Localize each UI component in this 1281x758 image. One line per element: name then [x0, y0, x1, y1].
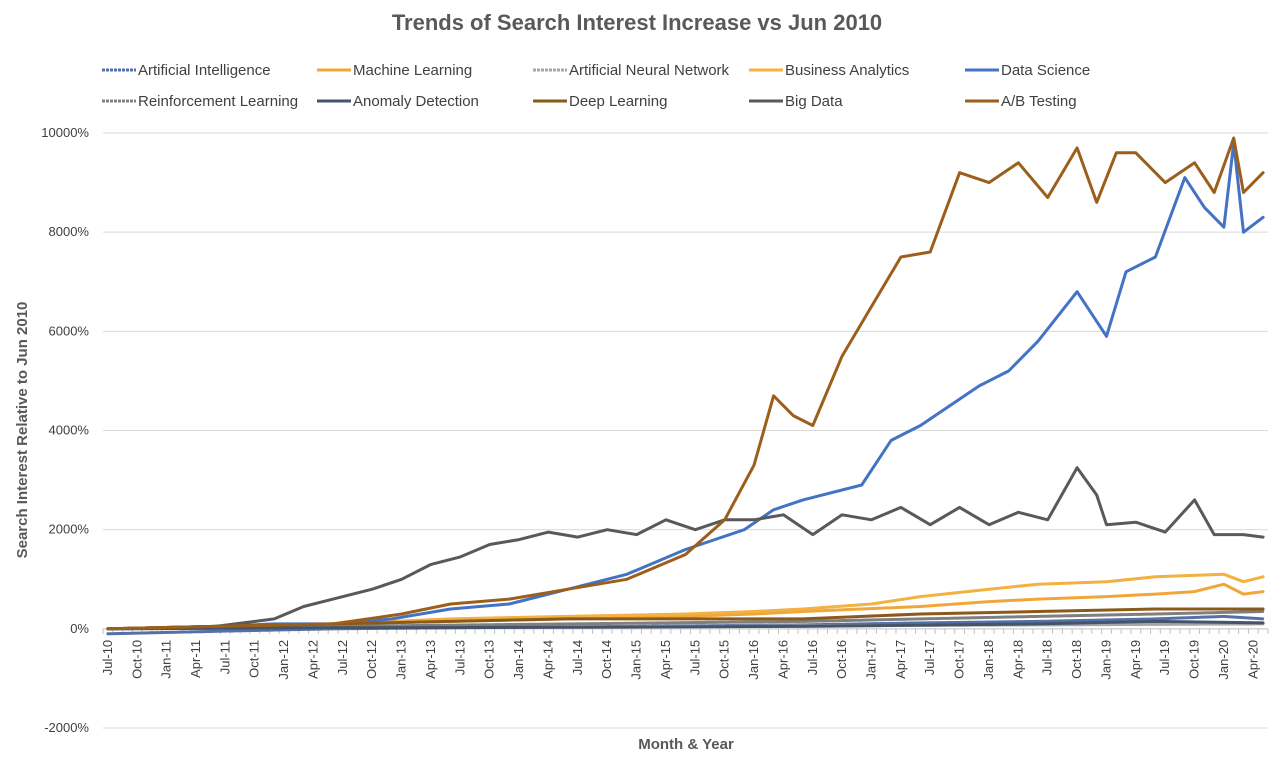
- x-tick-label: Jul-14: [570, 640, 585, 675]
- x-tick-label: Jul-16: [805, 640, 820, 675]
- legend: Artificial Intelligence Machine Learning A…: [102, 62, 1090, 110]
- legend-label: Reinforcement Learning: [138, 93, 298, 110]
- x-tick-label: Apr-12: [305, 640, 320, 679]
- legend-label: Artificial Neural Network: [569, 62, 730, 79]
- x-tick-label: Jul-12: [335, 640, 350, 675]
- x-tick-label: Apr-15: [658, 640, 673, 679]
- x-tick-label: Jul-13: [452, 640, 467, 675]
- legend-label: Artificial Intelligence: [138, 62, 271, 79]
- x-tick-label: Jan-19: [1098, 640, 1113, 680]
- x-tick-label: Jan-11: [159, 640, 174, 679]
- y-tick-label: 2000%: [49, 522, 90, 537]
- series-line: [106, 572, 1265, 631]
- y-tick-label: 4000%: [49, 423, 90, 438]
- x-axis-title: Month & Year: [638, 736, 734, 753]
- series-line: [106, 136, 1265, 631]
- x-tick-label: Oct-15: [717, 640, 732, 679]
- x-tick-label: Apr-16: [775, 640, 790, 679]
- x-tick-label: Oct-13: [482, 640, 497, 679]
- grid: [103, 132, 1268, 729]
- x-tick-label: Jan-17: [864, 640, 879, 680]
- x-tick-label: Jul-19: [1157, 640, 1172, 675]
- legend-label: Data Science: [1001, 62, 1090, 79]
- y-tick-label: 6000%: [49, 323, 90, 338]
- y-tick-label: 8000%: [49, 224, 90, 239]
- x-tick-label: Oct-11: [247, 640, 262, 678]
- x-tick-label: Oct-12: [364, 640, 379, 679]
- x-axis: Jul-10 Oct-10 Jan-11 Apr-11 Jul-11 Oct-11 Jan-…: [100, 628, 1269, 680]
- x-tick-label: Jul-10: [100, 640, 115, 675]
- x-tick-label: Jan-15: [629, 640, 644, 680]
- x-tick-label: Apr-18: [1010, 640, 1025, 679]
- x-tick-label: Jul-11: [217, 640, 232, 674]
- y-axis: -2000% 0% 2000% 4000% 6000% 8000% 10000%: [41, 125, 89, 735]
- x-tick-label: Oct-14: [599, 640, 614, 679]
- series-line: [106, 141, 1265, 631]
- series-line: [106, 466, 1265, 631]
- x-tick-label: Oct-10: [129, 640, 144, 679]
- x-tick-label: Apr-14: [540, 640, 555, 679]
- y-tick-label: 10000%: [41, 125, 89, 140]
- x-tick-label: Jan-12: [276, 640, 291, 680]
- legend-label: Machine Learning: [353, 62, 472, 79]
- legend-label: Deep Learning: [569, 93, 667, 110]
- x-tick-label: Apr-17: [893, 640, 908, 679]
- x-tick-label: Apr-19: [1128, 640, 1143, 679]
- x-tick-label: Jan-16: [746, 640, 761, 680]
- y-tick-label: 0%: [70, 621, 89, 636]
- legend-label: Big Data: [785, 93, 843, 110]
- x-tick-label: Oct-19: [1187, 640, 1202, 679]
- x-tick-label: Apr-13: [423, 640, 438, 679]
- series-line: [106, 619, 1265, 631]
- x-tick-label: Jan-20: [1216, 640, 1231, 680]
- x-tick-label: Jul-17: [922, 640, 937, 675]
- y-tick-label: -2000%: [44, 720, 89, 735]
- x-tick-label: Jul-15: [687, 640, 702, 675]
- legend-label: A/B Testing: [1001, 93, 1077, 110]
- y-axis-title: Search Interest Relative to Jun 2010: [14, 302, 31, 559]
- plot-area: [106, 136, 1265, 636]
- x-tick-label: Jan-13: [394, 640, 409, 680]
- x-tick-label: Oct-16: [834, 640, 849, 679]
- legend-label: Anomaly Detection: [353, 93, 479, 110]
- x-tick-label: Oct-18: [1069, 640, 1084, 679]
- x-tick-label: Apr-11: [188, 640, 203, 678]
- chart-title: Trends of Search Interest Increase vs Ju…: [392, 10, 882, 35]
- x-tick-label: Apr-20: [1245, 640, 1260, 679]
- x-tick-label: Jan-14: [511, 640, 526, 680]
- legend-label: Business Analytics: [785, 62, 909, 79]
- x-tick-label: Jan-18: [981, 640, 996, 680]
- x-tick-label: Oct-17: [952, 640, 967, 679]
- x-tick-label: Jul-18: [1040, 640, 1055, 675]
